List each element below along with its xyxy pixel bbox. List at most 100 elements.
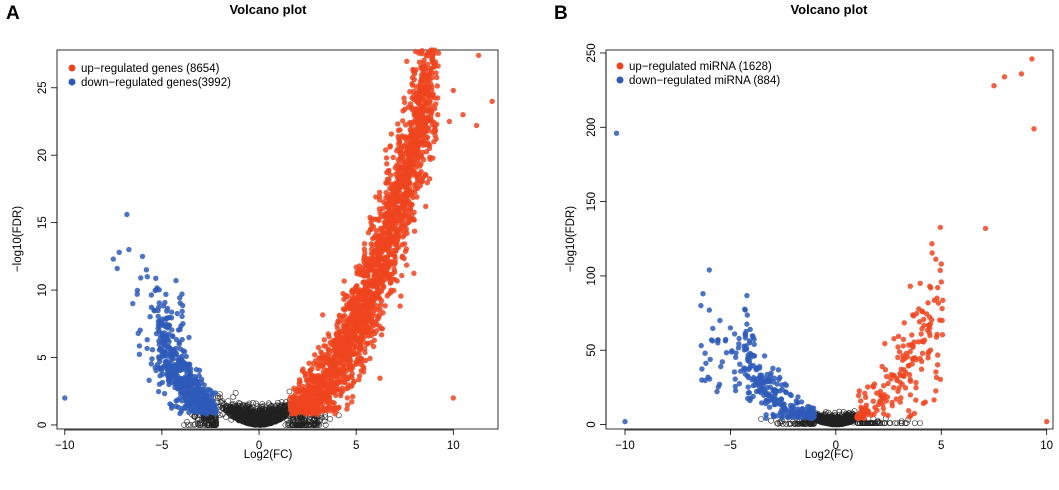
point-not-significant <box>266 416 273 423</box>
point-up-regulated <box>400 108 406 114</box>
point-up-regulated <box>424 134 431 141</box>
point-down-regulated <box>134 287 141 294</box>
point-not-significant <box>230 400 236 407</box>
point-up-regulated <box>429 74 435 81</box>
point-down-regulated <box>62 395 68 401</box>
point-down-regulated <box>192 379 198 385</box>
point-not-significant <box>236 405 242 411</box>
panel-a-x-label: Log2(FC) <box>244 449 293 461</box>
point-down-regulated <box>138 275 144 281</box>
point-up-regulated <box>304 387 310 393</box>
point-up-regulated <box>424 107 430 113</box>
point-down-regulated <box>153 367 159 374</box>
point-up-regulated <box>419 178 425 185</box>
point-not-significant <box>249 413 256 420</box>
point-down-regulated <box>166 377 172 384</box>
point-down-regulated <box>168 309 175 315</box>
y-tick-label: 25 <box>37 81 49 94</box>
point-not-significant <box>275 405 282 412</box>
point-down-regulated <box>134 291 140 297</box>
point-up-regulated <box>378 302 384 308</box>
point-down-regulated <box>158 339 165 345</box>
point-up-regulated <box>355 355 361 362</box>
point-up-regulated <box>358 361 364 367</box>
point-up-regulated <box>414 133 421 139</box>
point-up-regulated <box>389 193 396 199</box>
panel-b-title: Volcano plot <box>790 2 868 17</box>
point-up-regulated <box>414 90 420 97</box>
point-up-regulated <box>318 349 324 355</box>
point-down-regulated <box>186 409 192 416</box>
point-up-regulated <box>489 98 495 105</box>
y-tick-label: 5 <box>37 354 49 360</box>
point-up-regulated <box>383 155 390 161</box>
point-up-regulated <box>353 306 359 313</box>
point-up-regulated <box>374 281 380 287</box>
point-up-regulated <box>345 382 351 388</box>
point-down-regulated <box>210 402 216 408</box>
point-not-significant <box>294 422 301 428</box>
point-not-significant <box>210 418 216 425</box>
point-up-regulated <box>312 394 318 400</box>
point-up-regulated <box>422 141 428 147</box>
point-down-regulated <box>177 390 184 397</box>
point-up-regulated <box>376 314 382 320</box>
point-up-regulated <box>418 49 425 55</box>
point-up-regulated <box>376 289 383 296</box>
point-up-regulated <box>372 268 379 275</box>
point-up-regulated <box>407 165 413 171</box>
point-down-regulated <box>149 356 155 362</box>
point-down-regulated <box>179 398 185 404</box>
point-down-regulated <box>156 381 163 387</box>
point-down-regulated <box>178 408 184 414</box>
point-up-regulated <box>427 176 433 182</box>
point-up-regulated <box>431 139 437 145</box>
point-up-regulated <box>393 233 400 239</box>
point-up-regulated <box>365 340 371 346</box>
point-up-regulated <box>325 387 332 394</box>
point-not-significant <box>264 416 271 423</box>
point-down-regulated <box>168 372 174 379</box>
point-down-regulated <box>110 256 117 262</box>
point-up-regulated <box>357 322 363 328</box>
point-up-regulated <box>433 70 439 76</box>
point-up-regulated <box>397 178 403 185</box>
point-not-significant <box>235 416 242 423</box>
point-down-regulated <box>191 408 197 415</box>
point-not-significant <box>273 409 279 416</box>
point-down-regulated <box>164 308 170 314</box>
point-down-regulated <box>166 338 172 345</box>
point-up-regulated <box>380 283 386 289</box>
point-up-regulated <box>358 368 364 374</box>
point-up-regulated <box>300 407 307 414</box>
point-up-regulated <box>324 351 330 358</box>
point-not-significant <box>181 422 188 428</box>
point-down-regulated <box>199 403 205 410</box>
point-up-regulated <box>339 388 346 394</box>
x-tick-label: −5 <box>155 440 168 452</box>
point-up-regulated <box>346 366 353 372</box>
point-up-regulated <box>382 303 388 309</box>
panel-a-legend-down-label: down−regulated genes(3992) <box>81 77 231 89</box>
x-tick-label: 10 <box>447 440 460 452</box>
point-up-regulated <box>345 318 351 324</box>
point-down-regulated <box>172 372 178 378</box>
point-up-regulated <box>396 217 402 223</box>
point-not-significant <box>222 414 229 420</box>
x-tick-label: 5 <box>353 440 359 452</box>
point-up-regulated <box>418 78 424 84</box>
point-up-regulated <box>363 357 369 364</box>
point-down-regulated <box>156 300 162 306</box>
point-down-regulated <box>187 377 194 383</box>
point-up-regulated <box>373 232 379 238</box>
point-not-significant <box>248 414 255 421</box>
point-down-regulated <box>180 321 186 327</box>
point-up-regulated <box>473 122 480 129</box>
point-down-regulated <box>189 400 196 406</box>
point-down-regulated <box>149 347 156 353</box>
panel-a-points <box>62 47 495 428</box>
point-up-regulated <box>381 255 388 261</box>
point-down-regulated <box>195 386 201 392</box>
point-up-regulated <box>314 406 321 412</box>
